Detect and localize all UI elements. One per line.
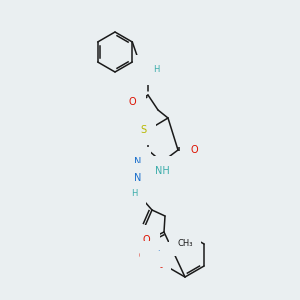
- Text: O: O: [128, 97, 136, 107]
- Text: +: +: [155, 250, 161, 259]
- Text: S: S: [140, 125, 146, 135]
- Text: CH₃: CH₃: [177, 238, 193, 247]
- Text: N: N: [134, 173, 142, 183]
- Text: N: N: [134, 157, 142, 167]
- Text: O: O: [142, 235, 150, 245]
- Text: N: N: [148, 253, 156, 263]
- Text: N: N: [144, 65, 152, 75]
- Text: NH: NH: [154, 166, 169, 176]
- Text: -: -: [159, 263, 162, 272]
- Text: O: O: [190, 145, 198, 155]
- Text: H: H: [131, 190, 137, 199]
- Text: H: H: [153, 64, 159, 74]
- Text: O: O: [138, 251, 146, 261]
- Text: O: O: [150, 261, 158, 271]
